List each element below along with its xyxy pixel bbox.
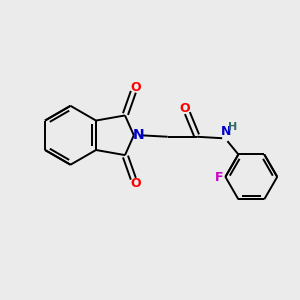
Text: F: F — [215, 171, 223, 184]
Text: O: O — [130, 81, 141, 94]
Text: O: O — [130, 177, 141, 190]
Text: N: N — [132, 128, 144, 142]
Text: H: H — [228, 122, 237, 132]
Text: N: N — [220, 125, 231, 138]
Text: O: O — [179, 102, 190, 115]
